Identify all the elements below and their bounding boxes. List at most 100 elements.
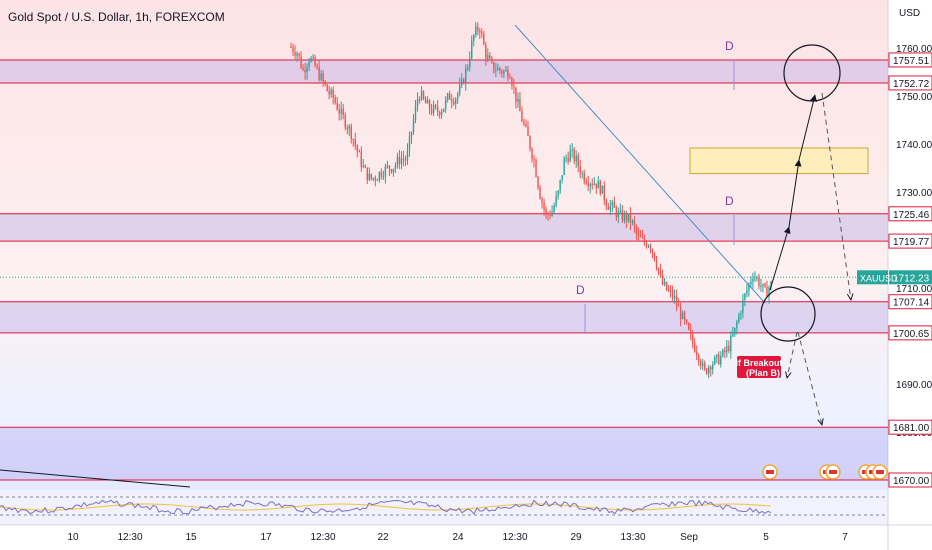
candle-body [369,174,370,180]
candle-body [567,158,568,162]
candle-body [328,91,329,94]
candle-body [387,166,388,167]
candle-body [473,35,474,41]
candle-body [379,172,380,180]
candle-body [481,33,482,34]
candle-body [459,85,460,94]
candle-body [698,355,699,361]
candle-body [557,191,558,196]
candle-body [300,56,301,67]
candle-body [764,284,765,287]
price-tag-label: 1700.65 [893,329,930,340]
dividend-marker-label: D [725,194,734,208]
x-tick-label: 10 [67,532,79,543]
candle-body [674,296,675,298]
candle-body [449,94,450,100]
candle-body [515,87,516,102]
candle-body [507,70,508,78]
candle-body [308,61,309,66]
callout-line2: (Plan B) [746,368,780,378]
candle-body [648,246,649,247]
candle-body [652,249,653,252]
candle-body [365,166,366,168]
candle-body [401,158,402,164]
price-tag-label: 1752.72 [893,79,930,90]
candle-body [724,350,725,352]
x-tick-label: 7 [842,532,848,543]
candle-body [489,55,490,58]
x-tick-label: Sep [680,532,698,543]
candle-body [363,166,364,167]
candle-body [322,73,323,81]
candle-body [660,271,661,275]
candle-body [700,361,701,366]
candle-body [666,282,667,290]
x-tick-label: 29 [570,532,582,543]
candle-body [584,173,585,182]
candle-body [678,306,679,307]
candle-body [680,306,681,318]
candle-body [600,181,601,194]
candle-body [738,315,739,322]
zone-3 [0,427,888,480]
price-tag-label: 1719.77 [893,237,930,248]
candle-body [292,47,293,52]
candle-body [565,158,566,159]
candle-body [614,202,615,208]
candle-body [592,184,593,185]
candle-body [604,186,605,201]
candle-body [405,159,406,160]
candle-body [314,57,315,66]
x-tick-label: 22 [377,532,389,543]
candle-body [429,100,430,109]
candle-body [596,184,597,189]
zone-2 [0,302,888,333]
callout-line1: If Breakout [735,358,782,368]
symbol-label: XAUUSD [860,273,898,283]
candle-body [457,93,458,99]
candle-body [638,234,639,235]
candle-body [509,78,510,79]
candle-body [439,112,440,115]
candle-body [722,350,723,356]
candle-body [367,168,368,181]
callout: If Breakout(Plan B) [735,356,782,378]
candle-body [704,363,705,369]
candle-body [590,184,591,186]
candle-body [347,128,348,129]
candle-body [756,278,757,279]
candle-body [744,294,745,300]
candle-body [571,149,572,150]
y-tick-label: 1690.00 [896,380,932,391]
candle-body [702,363,703,366]
candle-body [734,328,735,334]
candle-body [537,177,538,187]
candle-body [692,334,693,343]
candle-body [437,107,438,112]
candle-body [433,105,434,113]
candle-body [658,268,659,271]
candle-body [549,215,550,216]
candle-body [710,367,711,369]
candle-body [728,346,729,351]
candle-body [397,157,398,166]
price-tag-label: 1707.14 [893,298,930,309]
x-tick-label: 12:30 [502,532,527,543]
candle-body [662,275,663,285]
candle-body [545,209,546,213]
candle-body [425,99,426,104]
candle-body [730,336,731,351]
candle-body [696,352,697,355]
candle-body [527,126,528,136]
candle-body [628,213,629,220]
candle-body [403,158,404,159]
candle-body [423,91,424,98]
candle-body [511,78,512,86]
candle-body [766,287,767,296]
candle-body [324,81,325,85]
zone-1 [0,214,888,241]
candle-body [720,356,721,364]
indicator-background [0,490,888,525]
